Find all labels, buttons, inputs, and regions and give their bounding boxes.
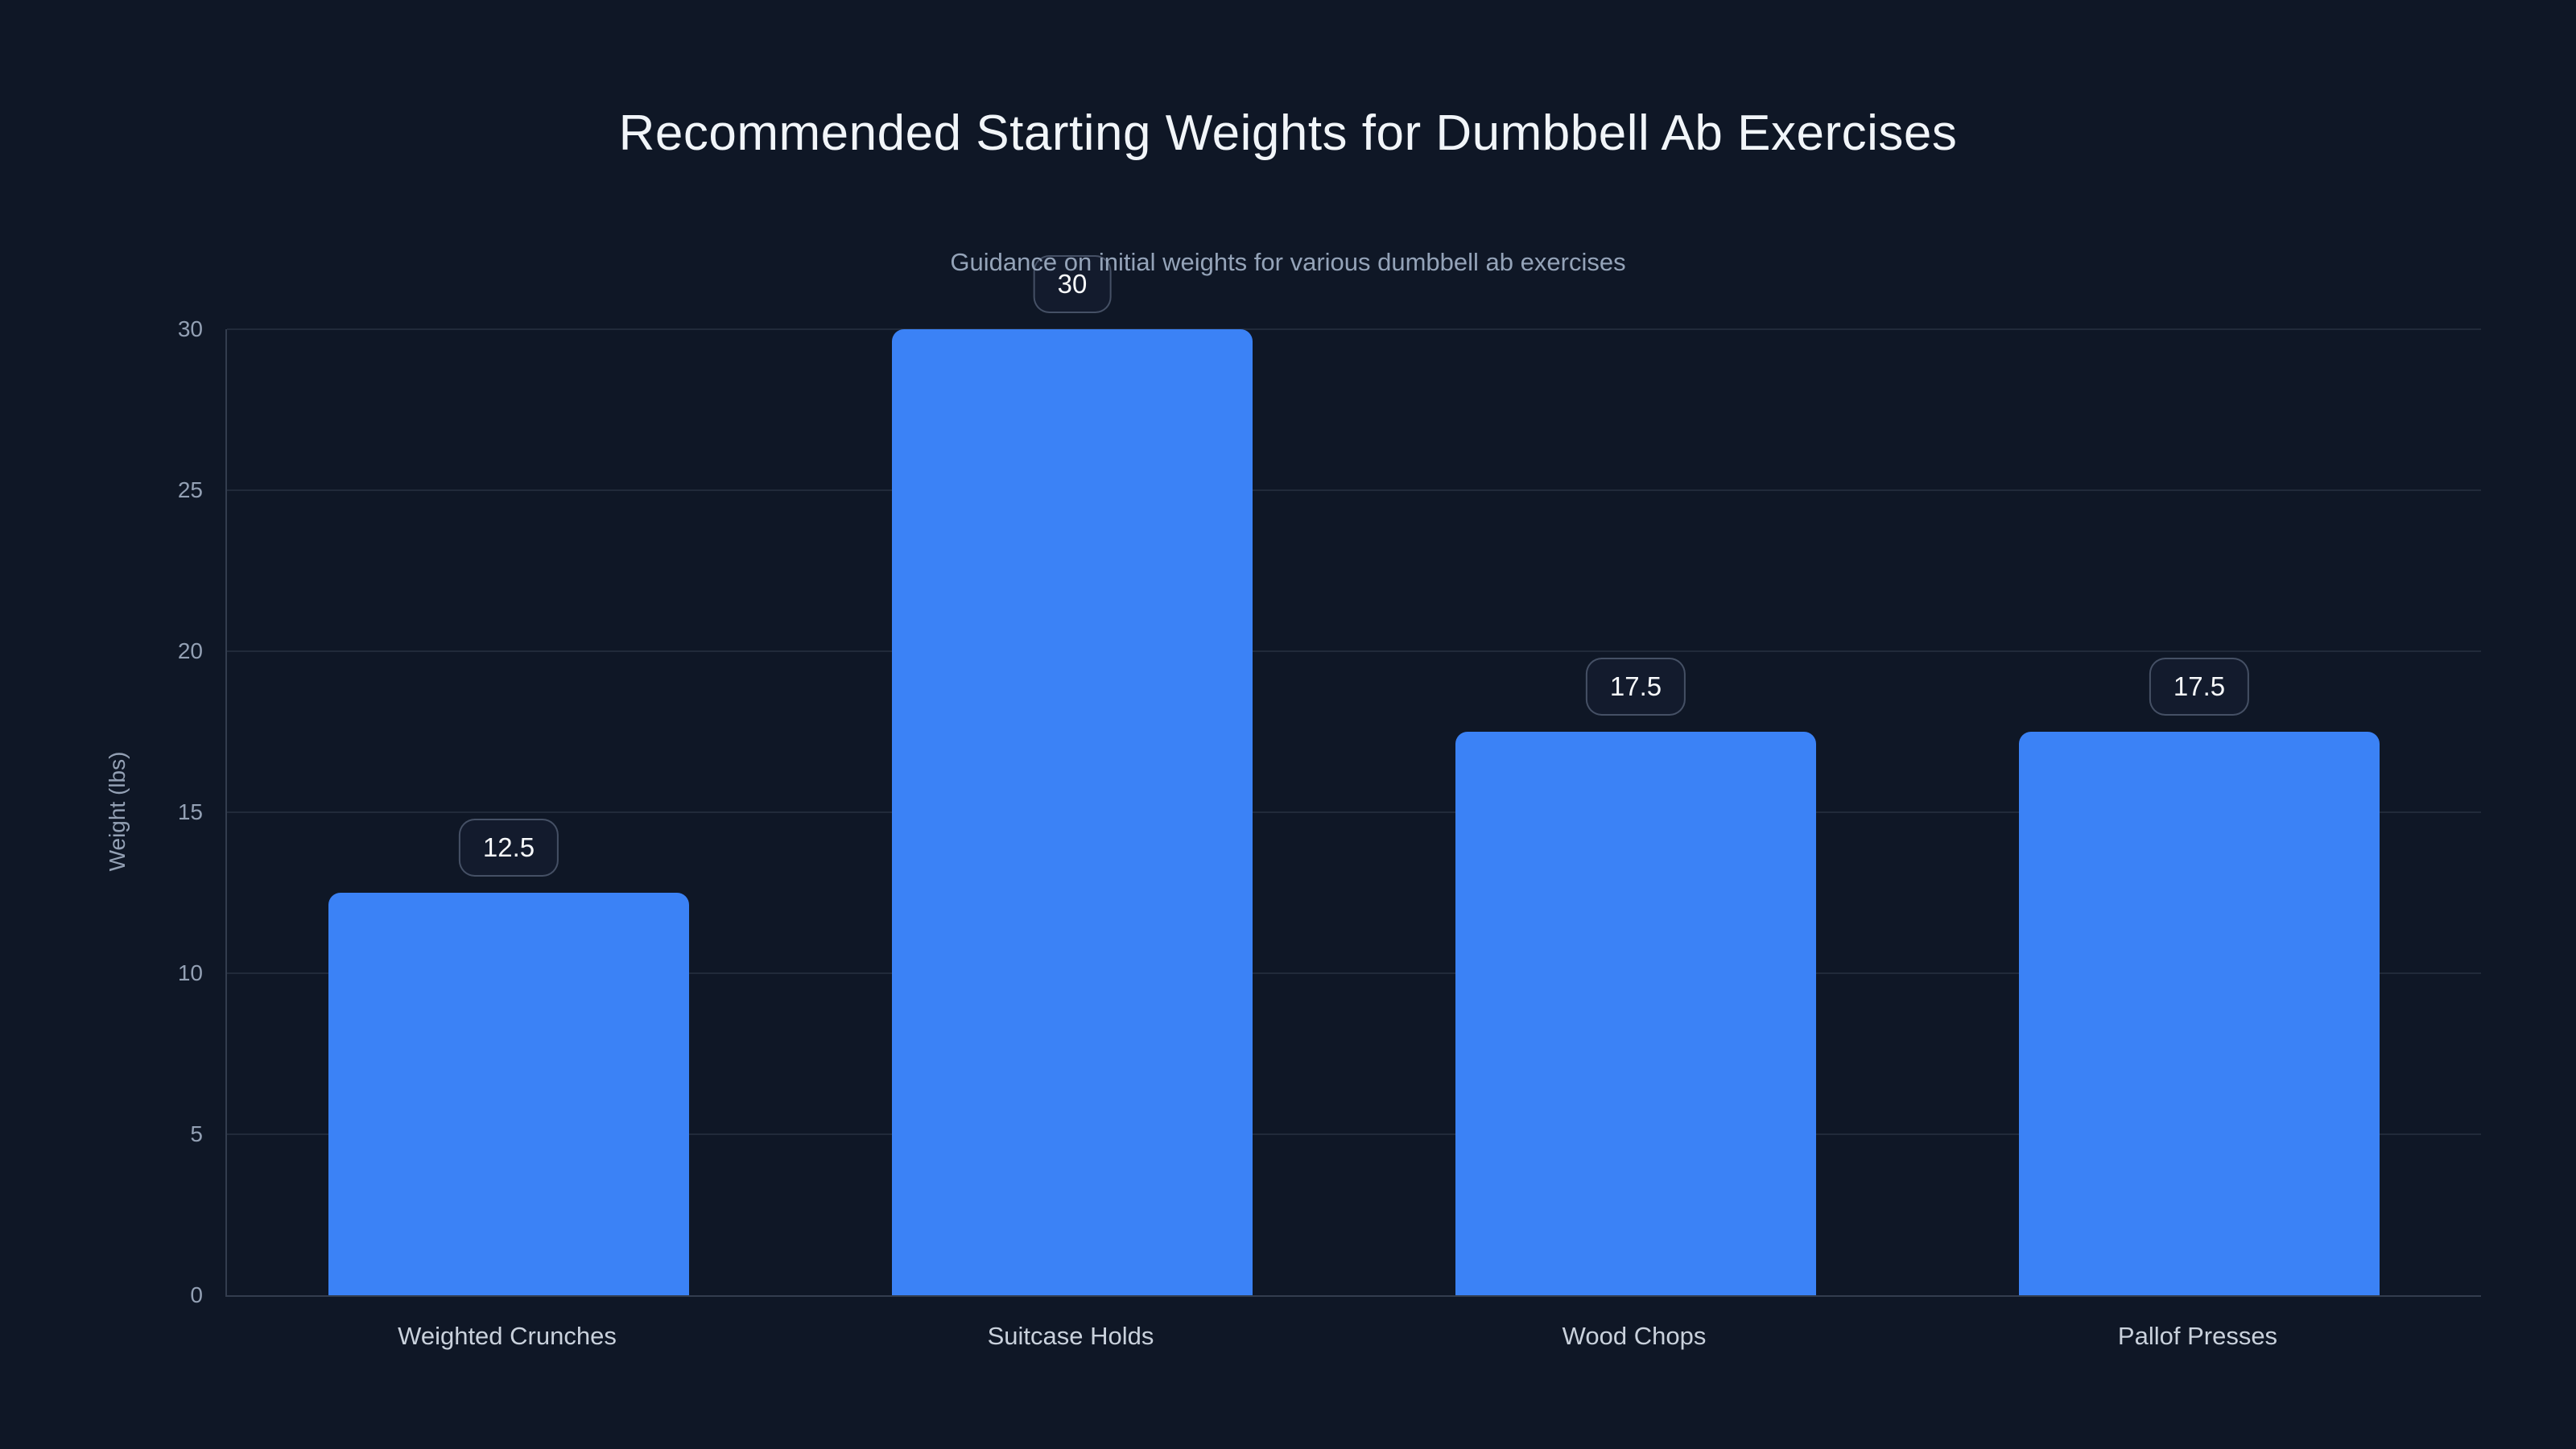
gridline-20 [227, 650, 2481, 652]
y-tick-label-5: 5 [190, 1121, 203, 1146]
chart-title: Recommended Starting Weights for Dumbbel… [618, 105, 1958, 161]
gridline-15 [227, 811, 2481, 813]
x-axis-label-pallof-presses: Pallof Presses [2117, 1322, 2278, 1350]
gridline-10 [227, 972, 2481, 974]
y-tick-label-30: 30 [177, 316, 203, 341]
gridline-5 [227, 1133, 2481, 1135]
y-tick-label-10: 10 [177, 960, 203, 985]
y-tick-label-15: 15 [177, 799, 203, 824]
x-axis-label-suitcase-holds: Suitcase Holds [987, 1322, 1154, 1350]
value-label-17.5: 17.5 [1585, 658, 1686, 716]
y-axis-title: Weight (lbs) [105, 751, 130, 872]
value-label-30: 30 [1033, 255, 1112, 313]
value-label-17.5: 17.5 [2149, 658, 2250, 716]
y-tick-label-25: 25 [177, 477, 203, 502]
bar-weighted-crunches [328, 893, 689, 1295]
chart-subtitle: Guidance on initial weights for various … [950, 248, 1626, 276]
bar-pallof-presses [2019, 732, 2380, 1295]
bar-suitcase-holds [892, 329, 1253, 1295]
bar-wood-chops [1455, 732, 1816, 1295]
x-axis-label-wood-chops: Wood Chops [1562, 1322, 1707, 1350]
y-tick-label-20: 20 [177, 638, 203, 663]
gridline-30 [227, 328, 2481, 330]
value-label-12.5: 12.5 [458, 819, 559, 877]
gridline-25 [227, 489, 2481, 491]
y-tick-label-0: 0 [190, 1282, 203, 1307]
plot-area: 12.5 30 17.5 17.5 [225, 255, 2481, 1297]
x-axis-label-weighted-crunches: Weighted Crunches [398, 1322, 617, 1350]
